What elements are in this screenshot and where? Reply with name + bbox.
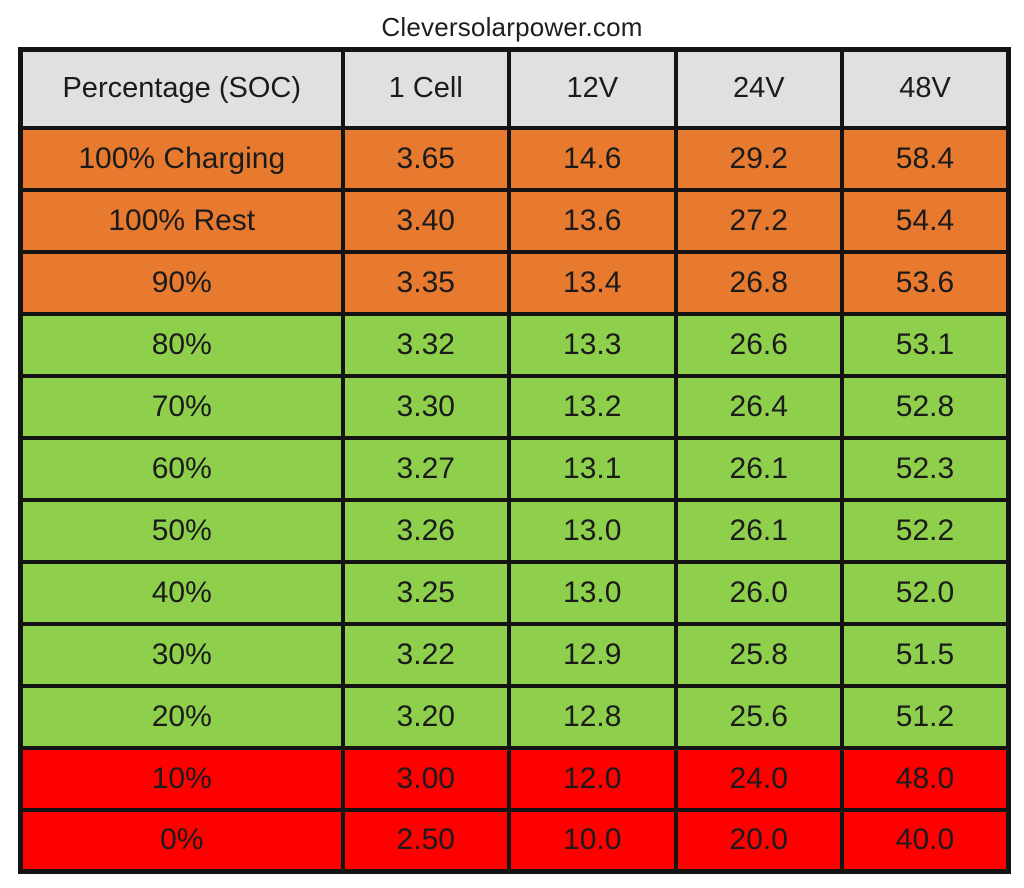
column-header: 1 Cell xyxy=(340,47,511,130)
column-header: 12V xyxy=(507,47,678,130)
voltage-value-cell: 3.26 xyxy=(340,497,511,564)
table-row: 50% 3.26 13.0 26.1 52.2 xyxy=(18,497,1011,564)
soc-label-cell: 30% xyxy=(18,621,345,688)
voltage-value-cell: 26.8 xyxy=(673,249,844,316)
table-row: 80% 3.32 13.3 26.6 53.1 xyxy=(18,311,1011,378)
voltage-value-cell: 52.0 xyxy=(840,559,1011,626)
voltage-value-cell: 3.30 xyxy=(340,373,511,440)
voltage-value-cell: 3.00 xyxy=(340,745,511,812)
voltage-value-cell: 24.0 xyxy=(673,745,844,812)
soc-label-cell: 100% Charging xyxy=(18,125,345,192)
table-row: 70% 3.30 13.2 26.4 52.8 xyxy=(18,373,1011,440)
voltage-value-cell: 13.4 xyxy=(507,249,678,316)
column-header: 48V xyxy=(840,47,1011,130)
soc-label-cell: 20% xyxy=(18,683,345,750)
table-row: 60% 3.27 13.1 26.1 52.3 xyxy=(18,435,1011,502)
voltage-value-cell: 51.2 xyxy=(840,683,1011,750)
table-row: 20% 3.20 12.8 25.6 51.2 xyxy=(18,683,1011,750)
voltage-value-cell: 14.6 xyxy=(507,125,678,192)
voltage-value-cell: 13.0 xyxy=(507,559,678,626)
voltage-value-cell: 58.4 xyxy=(840,125,1011,192)
soc-label-cell: 60% xyxy=(18,435,345,502)
voltage-value-cell: 40.0 xyxy=(840,807,1011,874)
voltage-value-cell: 53.1 xyxy=(840,311,1011,378)
table-row: 40% 3.25 13.0 26.0 52.0 xyxy=(18,559,1011,626)
soc-label-cell: 90% xyxy=(18,249,345,316)
voltage-value-cell: 10.0 xyxy=(507,807,678,874)
voltage-value-cell: 3.65 xyxy=(340,125,511,192)
voltage-value-cell: 53.6 xyxy=(840,249,1011,316)
voltage-value-cell: 2.50 xyxy=(340,807,511,874)
voltage-value-cell: 25.8 xyxy=(673,621,844,688)
voltage-value-cell: 3.20 xyxy=(340,683,511,750)
header-row: Percentage (SOC) 1 Cell 12V 24V 48V xyxy=(18,47,1011,130)
voltage-value-cell: 12.8 xyxy=(507,683,678,750)
voltage-value-cell: 48.0 xyxy=(840,745,1011,812)
table-body: 100% Charging 3.65 14.6 29.2 58.4 100% Rest 3.… xyxy=(18,125,1011,874)
voltage-value-cell: 51.5 xyxy=(840,621,1011,688)
table-row: 0% 2.50 10.0 20.0 40.0 xyxy=(18,807,1011,874)
table-row: 90% 3.35 13.4 26.8 53.6 xyxy=(18,249,1011,316)
table-row: 10% 3.00 12.0 24.0 48.0 xyxy=(18,745,1011,812)
soc-label-cell: 0% xyxy=(18,807,345,874)
voltage-value-cell: 26.1 xyxy=(673,497,844,564)
voltage-value-cell: 26.4 xyxy=(673,373,844,440)
voltage-value-cell: 52.2 xyxy=(840,497,1011,564)
voltage-value-cell: 13.0 xyxy=(507,497,678,564)
voltage-value-cell: 12.9 xyxy=(507,621,678,688)
voltage-value-cell: 13.2 xyxy=(507,373,678,440)
voltage-value-cell: 3.40 xyxy=(340,187,511,254)
voltage-value-cell: 13.3 xyxy=(507,311,678,378)
column-header: Percentage (SOC) xyxy=(18,47,345,130)
voltage-value-cell: 3.32 xyxy=(340,311,511,378)
soc-label-cell: 50% xyxy=(18,497,345,564)
soc-label-cell: 10% xyxy=(18,745,345,812)
column-header: 24V xyxy=(673,47,844,130)
voltage-value-cell: 25.6 xyxy=(673,683,844,750)
voltage-value-cell: 3.35 xyxy=(340,249,511,316)
voltage-value-cell: 3.22 xyxy=(340,621,511,688)
voltage-value-cell: 52.3 xyxy=(840,435,1011,502)
voltage-value-cell: 29.2 xyxy=(673,125,844,192)
voltage-value-cell: 3.27 xyxy=(340,435,511,502)
voltage-value-cell: 12.0 xyxy=(507,745,678,812)
voltage-value-cell: 54.4 xyxy=(840,187,1011,254)
voltage-value-cell: 13.6 xyxy=(507,187,678,254)
voltage-value-cell: 13.1 xyxy=(507,435,678,502)
table-row: 100% Charging 3.65 14.6 29.2 58.4 xyxy=(18,125,1011,192)
table-row: 100% Rest 3.40 13.6 27.2 54.4 xyxy=(18,187,1011,254)
soc-voltage-table: Percentage (SOC) 1 Cell 12V 24V 48V 100% Cha… xyxy=(18,47,1011,874)
voltage-value-cell: 26.6 xyxy=(673,311,844,378)
table-row: 30% 3.22 12.9 25.8 51.5 xyxy=(18,621,1011,688)
voltage-value-cell: 52.8 xyxy=(840,373,1011,440)
soc-label-cell: 70% xyxy=(18,373,345,440)
voltage-value-cell: 20.0 xyxy=(673,807,844,874)
voltage-value-cell: 27.2 xyxy=(673,187,844,254)
soc-label-cell: 40% xyxy=(18,559,345,626)
voltage-value-cell: 26.0 xyxy=(673,559,844,626)
soc-label-cell: 80% xyxy=(18,311,345,378)
site-title: Cleversolarpower.com xyxy=(381,12,643,42)
table-header: Percentage (SOC) 1 Cell 12V 24V 48V xyxy=(18,47,1011,130)
soc-label-cell: 100% Rest xyxy=(18,187,345,254)
voltage-value-cell: 3.25 xyxy=(340,559,511,626)
voltage-value-cell: 26.1 xyxy=(673,435,844,502)
